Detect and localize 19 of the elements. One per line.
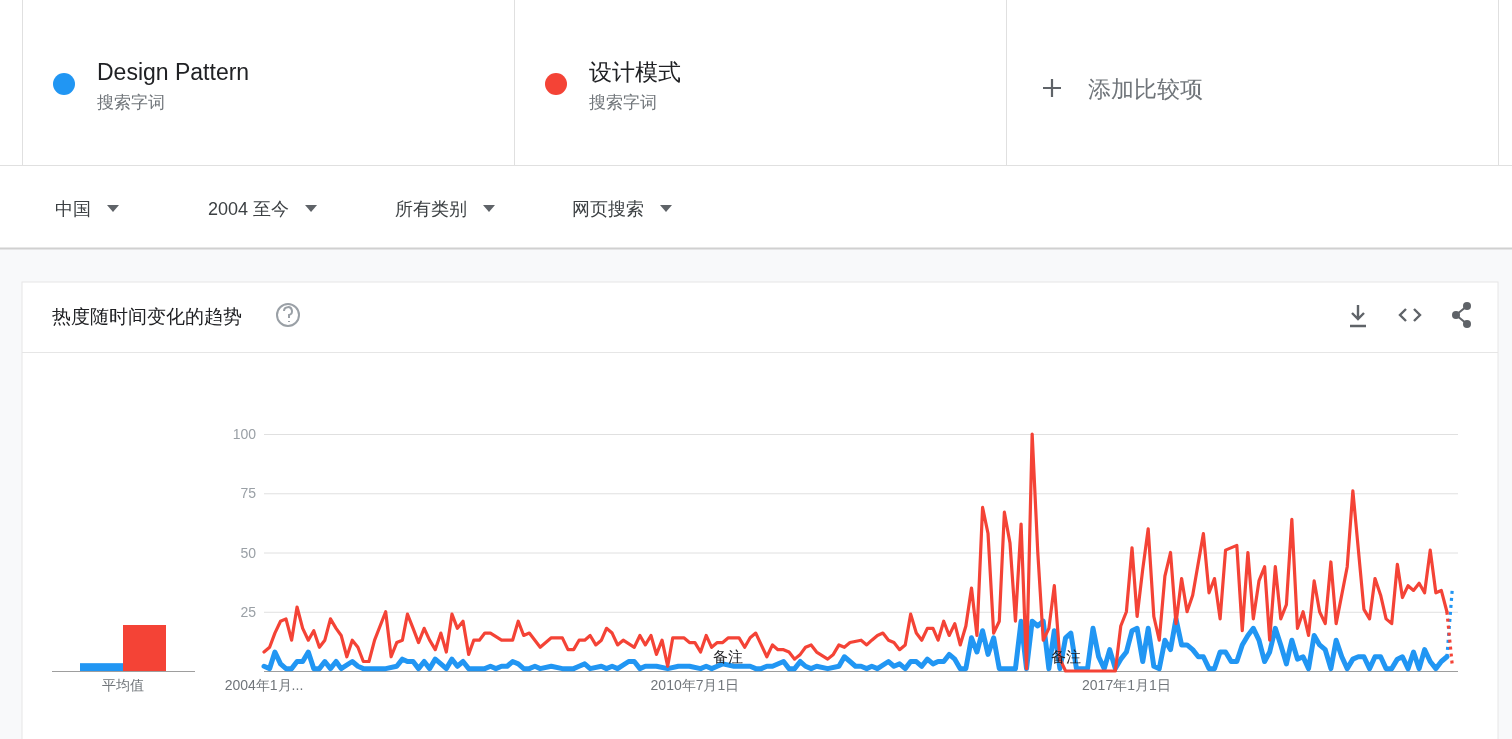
x-tick-label: 2010年7月1日 (650, 677, 740, 693)
x-tick-label: 2017年1月1日 (1082, 677, 1171, 693)
x-tick-label: 2004年1月... (224, 677, 304, 693)
y-tick-label: 75 (240, 485, 257, 502)
text: 网页搜索 (572, 199, 644, 219)
annotation: 备注 (713, 647, 744, 665)
text: 搜索字词 (589, 93, 657, 112)
chart-title: 热度随时间变化的趋势 (52, 306, 242, 327)
x-tick-label: 平均值 (102, 677, 144, 693)
legend-label: 设计模式 (589, 59, 681, 85)
text: 中国 (55, 199, 91, 219)
legend-label: Design Pattern (97, 59, 250, 85)
text: 添加比较项 (1088, 76, 1203, 102)
y-tick-label: 50 (240, 544, 257, 561)
y-tick-label: 25 (240, 603, 257, 620)
text: 2004 至今 (208, 199, 290, 219)
y-tick-label: 100 (232, 426, 257, 442)
text: 搜索字词 (97, 93, 165, 112)
text: 所有类别 (395, 199, 467, 219)
